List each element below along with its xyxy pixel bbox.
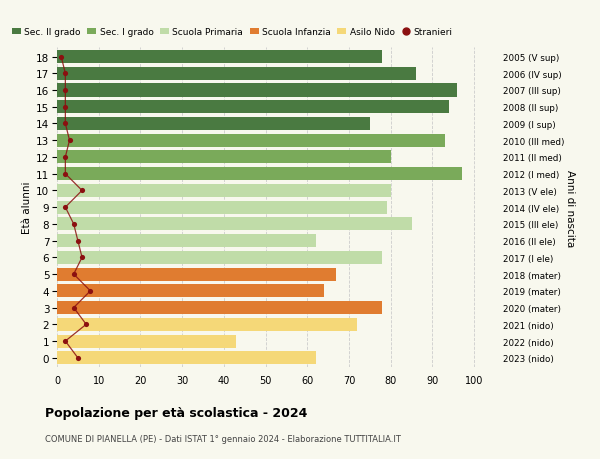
Bar <box>57 134 445 147</box>
Bar <box>57 101 449 114</box>
Point <box>65 137 74 145</box>
Y-axis label: Anni di nascita: Anni di nascita <box>565 169 575 246</box>
Bar <box>57 318 358 331</box>
Bar <box>57 302 382 314</box>
Bar <box>57 251 382 264</box>
Point <box>61 87 70 95</box>
Bar <box>57 118 370 131</box>
Bar <box>57 352 316 364</box>
Text: Popolazione per età scolastica - 2024: Popolazione per età scolastica - 2024 <box>45 406 307 419</box>
Bar <box>57 84 457 97</box>
Point <box>73 237 83 245</box>
Legend: Sec. II grado, Sec. I grado, Scuola Primaria, Scuola Infanzia, Asilo Nido, Stran: Sec. II grado, Sec. I grado, Scuola Prim… <box>11 28 453 37</box>
Bar <box>57 285 324 298</box>
Point <box>61 121 70 128</box>
Point <box>61 204 70 212</box>
Bar <box>57 67 416 81</box>
Bar <box>57 51 382 64</box>
Point <box>61 154 70 161</box>
Bar <box>57 335 236 348</box>
Point <box>56 54 66 61</box>
Point <box>61 104 70 111</box>
Point <box>69 304 79 312</box>
Text: COMUNE DI PIANELLA (PE) - Dati ISTAT 1° gennaio 2024 - Elaborazione TUTTITALIA.I: COMUNE DI PIANELLA (PE) - Dati ISTAT 1° … <box>45 434 401 443</box>
Point <box>61 70 70 78</box>
Bar <box>57 185 391 197</box>
Point <box>77 187 87 195</box>
Point <box>61 171 70 178</box>
Bar <box>57 201 386 214</box>
Point <box>86 287 95 295</box>
Point <box>77 254 87 262</box>
Bar <box>57 218 412 231</box>
Bar <box>57 151 391 164</box>
Bar <box>57 268 337 281</box>
Bar <box>57 168 461 181</box>
Point <box>82 321 91 328</box>
Y-axis label: Età alunni: Età alunni <box>22 181 32 234</box>
Point <box>61 338 70 345</box>
Point <box>73 354 83 362</box>
Point <box>69 221 79 228</box>
Bar <box>57 235 316 247</box>
Point <box>69 271 79 278</box>
